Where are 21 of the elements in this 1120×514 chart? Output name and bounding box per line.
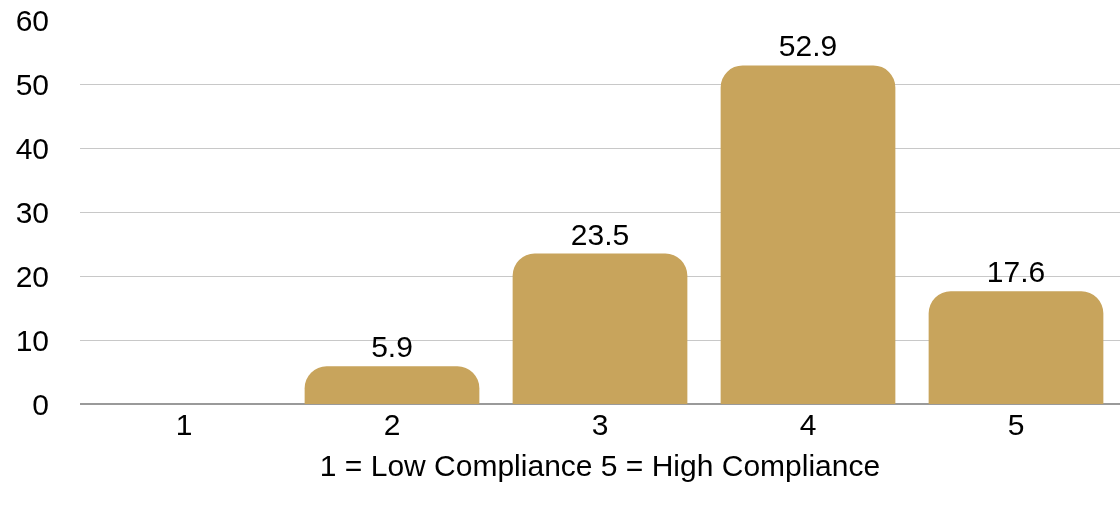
data-label: 23.5 — [570, 217, 630, 251]
data-label: 5.9 — [371, 330, 413, 364]
data-label: 17.6 — [986, 255, 1046, 289]
bar — [928, 291, 1104, 404]
y-tick-label: 0 — [32, 387, 49, 421]
x-tick-label: 3 — [591, 408, 609, 441]
bar — [304, 366, 480, 404]
y-tick-label: 60 — [15, 3, 49, 37]
y-tick-label: 50 — [15, 67, 49, 101]
y-tick-label: 40 — [15, 131, 49, 165]
x-tick-label: 1 — [175, 408, 193, 441]
y-tick-label: 30 — [15, 195, 49, 229]
bar — [512, 253, 688, 404]
x-axis-title: 1 = Low Compliance 5 = High Compliance — [319, 448, 881, 482]
x-tick-label: 5 — [1007, 408, 1025, 441]
bar — [720, 65, 896, 404]
data-label: 52.9 — [778, 29, 838, 63]
x-tick-label: 4 — [799, 408, 817, 441]
y-tick-label: 10 — [15, 323, 49, 357]
x-tick-label: 2 — [383, 408, 401, 441]
y-tick-label: 20 — [15, 259, 49, 293]
